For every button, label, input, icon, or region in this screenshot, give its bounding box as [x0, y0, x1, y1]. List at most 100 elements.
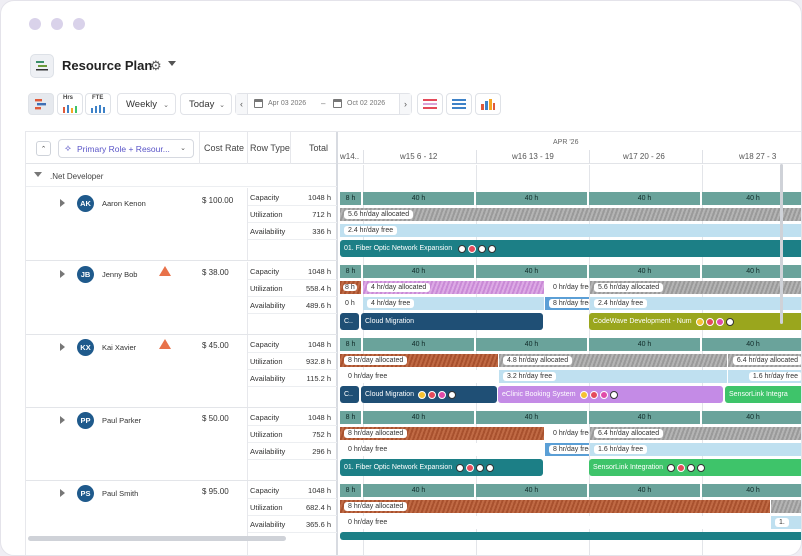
- resource-name[interactable]: Jenny Bob: [102, 270, 138, 279]
- utilization-bar[interactable]: 6.4 hr/day allocated: [728, 354, 801, 367]
- resource-name[interactable]: Kai Xavier: [102, 343, 137, 352]
- utilization-bar[interactable]: 4.8 hr/day allocated: [499, 354, 727, 367]
- window-dot-1[interactable]: [29, 18, 41, 30]
- project-bar[interactable]: Cloud Migration: [361, 313, 543, 330]
- date-prev-button[interactable]: ‹: [236, 94, 248, 114]
- utilization-bar[interactable]: 4 hr/day allocated: [363, 281, 544, 294]
- availability-bar[interactable]: 1.: [771, 516, 801, 529]
- capacity-cell[interactable]: 8 h: [340, 338, 361, 351]
- availability-bar[interactable]: 0 h: [340, 297, 361, 310]
- utilization-bar[interactable]: [771, 500, 801, 513]
- project-bar[interactable]: 01. Fiber Optic Network Expansion: [340, 459, 543, 476]
- collapse-triangle-icon[interactable]: [34, 172, 42, 177]
- capacity-cell[interactable]: 40 h: [589, 484, 700, 497]
- expand-triangle-icon[interactable]: [60, 199, 65, 207]
- utilization-bar[interactable]: 0 hr/day free: [545, 281, 589, 294]
- group-by-select[interactable]: ⟡ Primary Role + Resour... ⌄: [58, 139, 194, 158]
- date-to[interactable]: Oct 02 2026: [347, 100, 386, 107]
- capacity-cell[interactable]: 40 h: [476, 484, 587, 497]
- gantt-view-button[interactable]: [28, 93, 54, 115]
- fte-view-button[interactable]: FTE: [85, 93, 111, 115]
- capacity-cell[interactable]: 40 h: [476, 192, 587, 205]
- period-select[interactable]: Weekly ⌄: [117, 93, 176, 115]
- capacity-cell[interactable]: 40 h: [589, 338, 700, 351]
- date-from[interactable]: Apr 03 2026: [268, 100, 307, 107]
- warning-icon[interactable]: [159, 339, 171, 349]
- total-header[interactable]: Total: [291, 132, 337, 164]
- project-bar[interactable]: [340, 532, 801, 540]
- utilization-bar[interactable]: 8 hr/day allocated: [340, 354, 498, 367]
- capacity-cell[interactable]: 40 h: [363, 411, 474, 424]
- capacity-cell[interactable]: 40 h: [702, 265, 801, 278]
- project-bar[interactable]: C..: [340, 386, 359, 403]
- utilization-bar[interactable]: 8 h: [340, 281, 361, 294]
- capacity-cell[interactable]: 40 h: [476, 265, 587, 278]
- capacity-cell[interactable]: 40 h: [589, 265, 700, 278]
- window-dot-2[interactable]: [51, 18, 63, 30]
- date-next-button[interactable]: ›: [399, 94, 411, 114]
- capacity-cell[interactable]: 40 h: [363, 484, 474, 497]
- availability-bar[interactable]: 1.6 hr/day free: [590, 443, 801, 456]
- utilization-bar[interactable]: 5.6 hr/day allocated: [590, 281, 801, 294]
- project-bar[interactable]: CodeWave Development - Num: [589, 313, 801, 330]
- pane-splitter[interactable]: [336, 132, 338, 555]
- hours-view-button[interactable]: Hrs: [57, 93, 83, 115]
- capacity-cell[interactable]: 40 h: [702, 411, 801, 424]
- capacity-cell[interactable]: 40 h: [702, 338, 801, 351]
- warning-icon[interactable]: [159, 266, 171, 276]
- capacity-cell[interactable]: 40 h: [702, 484, 801, 497]
- cost-rate-header[interactable]: Cost Rate: [200, 132, 248, 164]
- expand-triangle-icon[interactable]: [60, 343, 65, 351]
- capacity-cell[interactable]: 40 h: [702, 192, 801, 205]
- capacity-cell[interactable]: 40 h: [476, 338, 587, 351]
- capacity-cell[interactable]: 8 h: [340, 265, 361, 278]
- row-settings-button[interactable]: [417, 93, 443, 115]
- availability-bar[interactable]: 0 hr/day free: [340, 443, 544, 456]
- availability-bar[interactable]: 8 hr/day free: [545, 443, 589, 456]
- resource-name[interactable]: Aaron Kenon: [102, 199, 146, 208]
- report-button[interactable]: [475, 93, 501, 115]
- project-bar[interactable]: Cloud Migration: [361, 386, 497, 403]
- resource-name[interactable]: Paul Smith: [102, 489, 139, 498]
- vertical-scrollbar[interactable]: [780, 164, 783, 324]
- expand-triangle-icon[interactable]: [60, 489, 65, 497]
- window-dot-3[interactable]: [73, 18, 85, 30]
- capacity-cell[interactable]: 8 h: [340, 192, 361, 205]
- availability-bar[interactable]: 1.6 hr/day free: [728, 370, 801, 383]
- utilization-bar[interactable]: 8 hr/day allocated: [340, 427, 544, 440]
- availability-bar[interactable]: 4 hr/day free: [363, 297, 544, 310]
- availability-bar[interactable]: 2.4 hr/day free: [340, 224, 801, 237]
- capacity-cell[interactable]: 40 h: [589, 411, 700, 424]
- availability-bar[interactable]: 8 hr/day free: [545, 297, 589, 310]
- utilization-bar[interactable]: 5.6 hr/day allocated: [340, 208, 801, 221]
- availability-bar[interactable]: 0 hr/day free: [340, 370, 498, 383]
- column-settings-button[interactable]: [446, 93, 472, 115]
- capacity-cell[interactable]: 40 h: [363, 192, 474, 205]
- expand-collapse-button[interactable]: ⌃: [36, 141, 51, 156]
- utilization-bar[interactable]: 0 hr/day free: [545, 427, 589, 440]
- availability-bar[interactable]: 3.2 hr/day free: [499, 370, 727, 383]
- settings-gear-icon[interactable]: ⚙: [150, 58, 162, 73]
- row-type-header[interactable]: Row Type: [248, 132, 291, 164]
- availability-bar[interactable]: 0 hr/day free: [340, 516, 770, 529]
- today-select[interactable]: Today ⌄: [180, 93, 232, 115]
- availability-bar[interactable]: 2.4 hr/day free: [590, 297, 801, 310]
- utilization-bar[interactable]: 8 hr/day allocated: [340, 500, 770, 513]
- group-row[interactable]: .Net Developer: [26, 165, 337, 187]
- project-bar[interactable]: eClinic Booking System: [498, 386, 723, 403]
- resource-name[interactable]: Paul Parker: [102, 416, 142, 425]
- capacity-cell[interactable]: 40 h: [476, 411, 587, 424]
- capacity-cell[interactable]: 8 h: [340, 484, 361, 497]
- project-bar[interactable]: 01. Fiber Optic Network Expansion: [340, 240, 801, 257]
- capacity-cell[interactable]: 40 h: [363, 338, 474, 351]
- project-bar[interactable]: SensorLink Integration: [589, 459, 801, 476]
- project-bar[interactable]: SensorLink Integra: [725, 386, 801, 403]
- project-bar[interactable]: C..: [340, 313, 359, 330]
- expand-triangle-icon[interactable]: [60, 416, 65, 424]
- capacity-cell[interactable]: 40 h: [589, 192, 700, 205]
- title-dropdown-icon[interactable]: [168, 61, 176, 66]
- capacity-cell[interactable]: 40 h: [363, 265, 474, 278]
- expand-triangle-icon[interactable]: [60, 270, 65, 278]
- capacity-cell[interactable]: 8 h: [340, 411, 361, 424]
- horizontal-scrollbar[interactable]: [28, 536, 286, 541]
